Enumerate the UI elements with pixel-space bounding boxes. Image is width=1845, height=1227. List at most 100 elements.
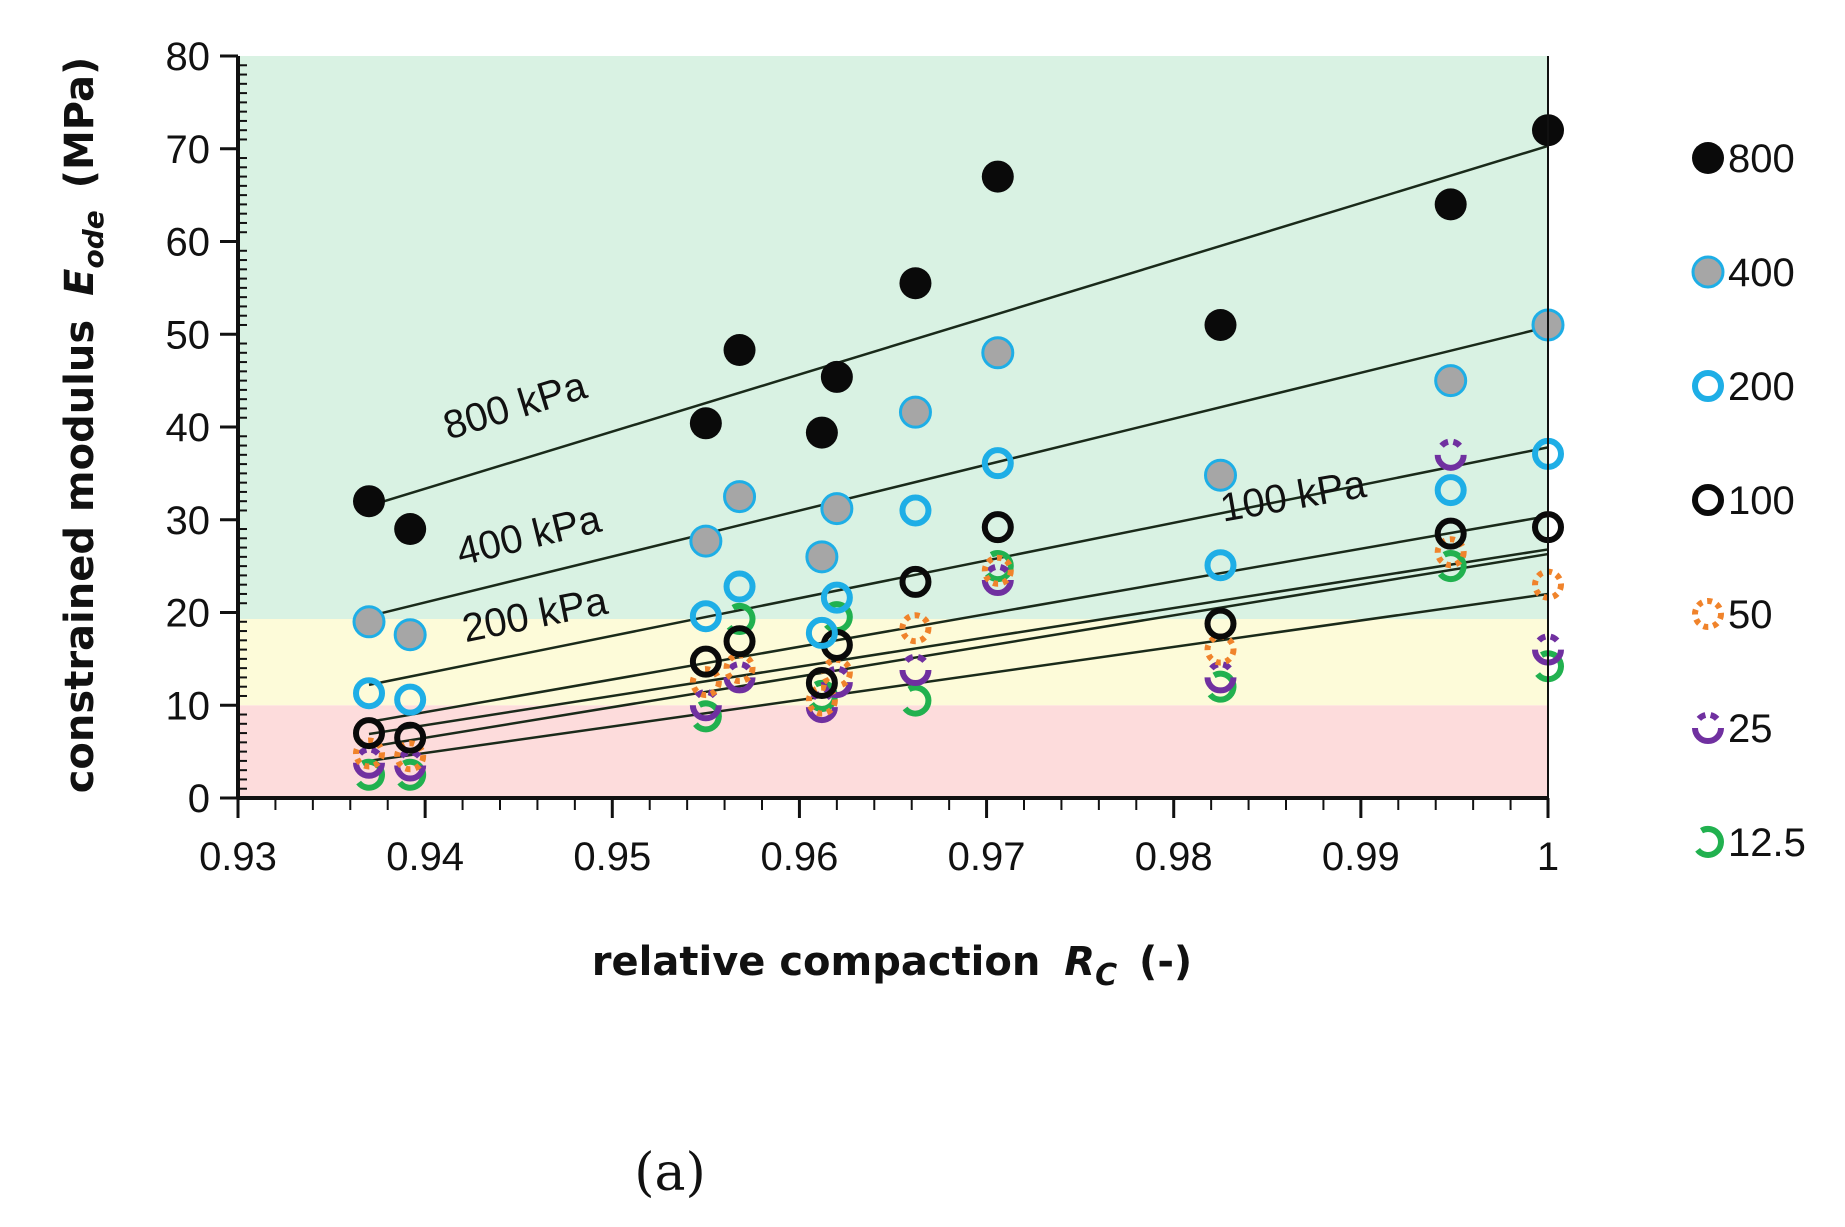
x-tick-label: 0.93	[199, 835, 277, 879]
legend-item-25: 25	[1692, 707, 1773, 751]
data-point	[899, 267, 932, 300]
marker-arc	[741, 661, 751, 671]
marker-dot	[689, 407, 722, 440]
legend-item-200: 200	[1692, 365, 1795, 409]
marker-arc	[1549, 633, 1560, 643]
data-point	[981, 447, 1014, 480]
marker-ring	[353, 677, 385, 710]
marker-ring	[1692, 370, 1724, 402]
marker-ring	[981, 554, 1014, 587]
marker-arc	[1695, 825, 1724, 858]
x-axis-title-text: relative compaction	[592, 939, 1041, 985]
marker-arc	[899, 669, 932, 686]
legend-marker	[1692, 370, 1724, 402]
marker-arc	[917, 654, 927, 664]
marker-arc	[397, 758, 427, 791]
marker-ring	[899, 494, 932, 527]
y-axis-title: constrained modulus Eode (MPa)	[57, 57, 113, 794]
x-tick-label: 0.98	[1135, 835, 1213, 879]
y-tick-label: 10	[166, 684, 211, 728]
legend-label: 100	[1728, 479, 1795, 523]
data-point	[1434, 474, 1467, 507]
legend: 800 400 200 100 50 25 12.5	[1691, 137, 1806, 865]
marker-arc	[1452, 438, 1463, 448]
marker-arc	[1535, 650, 1564, 683]
marker-dot	[353, 485, 385, 518]
marker-arc	[394, 765, 427, 782]
background-band-2	[238, 56, 1548, 619]
marker-arc	[904, 654, 914, 664]
data-point	[985, 550, 1014, 583]
marker-arc	[902, 684, 932, 717]
data-point	[898, 395, 932, 429]
panel-label: (a)	[634, 1143, 706, 1203]
x-tick-label: 1	[1537, 835, 1559, 879]
data-point	[394, 683, 427, 716]
data-point	[689, 645, 722, 678]
data-point	[353, 737, 385, 770]
x-tick-label: 0.99	[1322, 835, 1400, 879]
marker-ring	[689, 666, 722, 699]
marker-arc	[689, 704, 722, 722]
data-point	[899, 565, 932, 598]
marker-dot	[1692, 142, 1724, 174]
marker-ring	[1692, 484, 1724, 516]
data-point	[820, 581, 853, 614]
marker-arc	[1696, 712, 1707, 722]
data-point	[723, 480, 757, 514]
marker-ring	[723, 625, 756, 658]
y-tick-label: 70	[166, 128, 211, 172]
data-point	[1434, 188, 1467, 221]
data-point	[1204, 549, 1237, 582]
marker-ring	[723, 570, 756, 603]
trendline-3	[368, 514, 1549, 724]
data-point	[805, 666, 838, 699]
marker-arc	[723, 677, 756, 694]
trendlines	[368, 144, 1549, 763]
data-point	[1204, 458, 1237, 492]
y-tick-label: 0	[188, 777, 210, 821]
legend-label: 12.5	[1728, 821, 1806, 865]
data-point	[397, 758, 427, 791]
data-point	[1535, 650, 1564, 683]
data-point	[1204, 607, 1237, 640]
data-point	[693, 700, 722, 733]
marker-ring	[689, 645, 722, 678]
data-point	[805, 684, 838, 717]
legend-marker	[1691, 255, 1725, 289]
x-tick-label: 0.97	[948, 835, 1026, 879]
trendline-2	[368, 446, 1549, 687]
data-point	[1204, 308, 1237, 341]
marker-arc	[1437, 550, 1467, 583]
legend-label: 200	[1728, 365, 1795, 409]
series-800	[353, 114, 1564, 546]
x-tick-label: 0.95	[573, 835, 651, 879]
marker-arc	[353, 762, 385, 779]
y-axis-title-symbol: E	[57, 269, 103, 296]
marker-ring	[1204, 607, 1237, 640]
x-axis-title-symbol: R	[1064, 939, 1095, 985]
marker-ring	[899, 612, 932, 645]
marker-dot	[805, 540, 839, 574]
legend-item-100: 100	[1692, 479, 1795, 523]
y-tick-label: 20	[166, 592, 211, 636]
data-point	[1207, 670, 1237, 703]
data-point	[353, 746, 385, 779]
trendline-0	[368, 144, 1549, 508]
marker-arc	[1222, 661, 1232, 671]
series-400	[352, 308, 1565, 652]
marker-arc	[981, 579, 1014, 597]
data-point	[820, 360, 853, 393]
marker-ring	[899, 565, 932, 598]
data-point	[899, 654, 932, 686]
legend-marker	[1692, 712, 1724, 744]
y-tick-label: 50	[166, 313, 211, 357]
legend-label: 800	[1728, 137, 1795, 181]
marker-arc	[356, 758, 385, 791]
marker-dot	[820, 360, 853, 393]
trendline-4	[368, 548, 1549, 736]
marker-dot	[352, 605, 386, 639]
data-point	[1434, 364, 1468, 398]
legend-label: 400	[1728, 251, 1795, 295]
